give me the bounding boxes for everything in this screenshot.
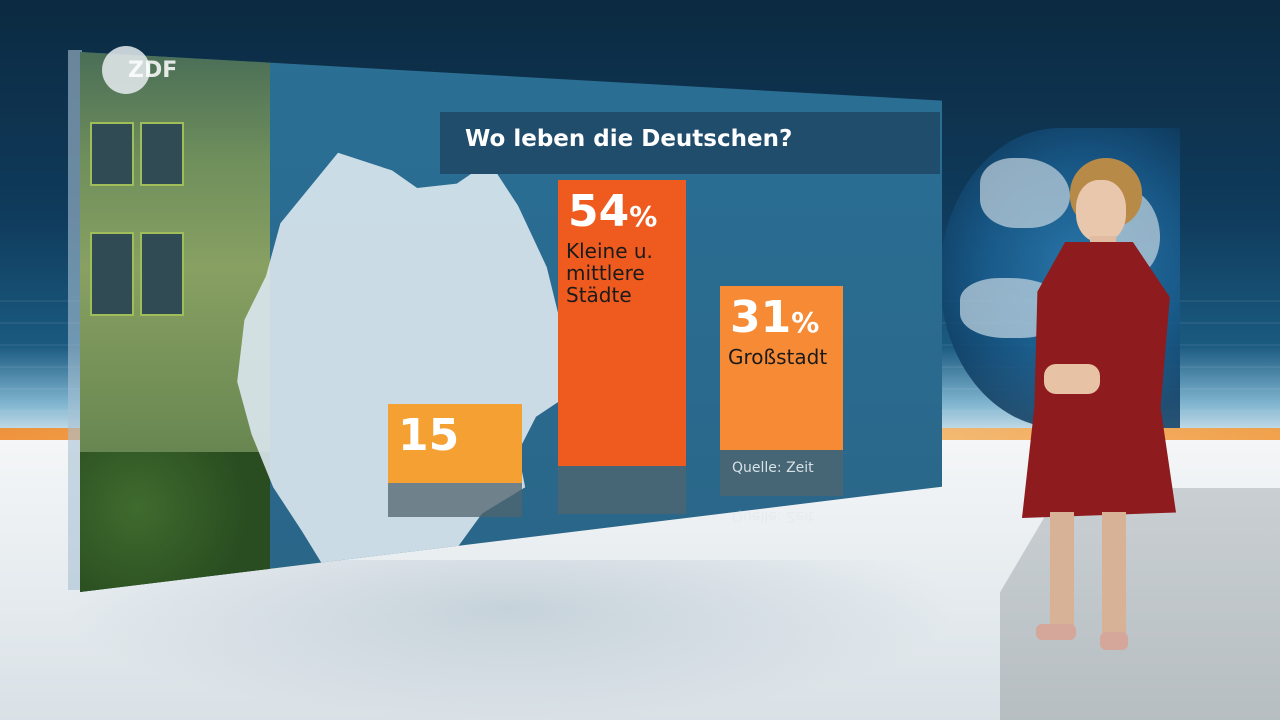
floor-reflection [60,560,960,720]
broadcaster-logo [102,46,150,94]
bar-reflection-1 [558,466,686,514]
data-label-0: 15 [398,409,460,461]
data-label-2: 31% [730,291,820,343]
broadcaster-logo-text: ZDF [128,58,178,83]
chart-title-bar [440,112,940,174]
data-label-1: 54% [568,185,658,237]
bar-reflection-2 [720,450,843,496]
video-wall-frame [68,50,82,590]
bar-reflection-0 [388,483,522,517]
hedge-photo [80,452,270,592]
studio-platform [1000,488,1280,720]
chart-title: Wo leben die Deutschen? [465,126,793,152]
germany-map-silhouette [237,152,576,580]
presenter [1020,150,1190,660]
chart-source-reflection: Quelle: Zeit [732,508,814,524]
bar-2 [720,285,843,450]
category-label-1: Kleine u. mittlere Städte [566,238,653,307]
bar-1 [558,179,686,466]
bar-0 [388,403,522,483]
chart-source: Quelle: Zeit [732,460,814,476]
category-label-2: Großstadt [728,344,828,369]
